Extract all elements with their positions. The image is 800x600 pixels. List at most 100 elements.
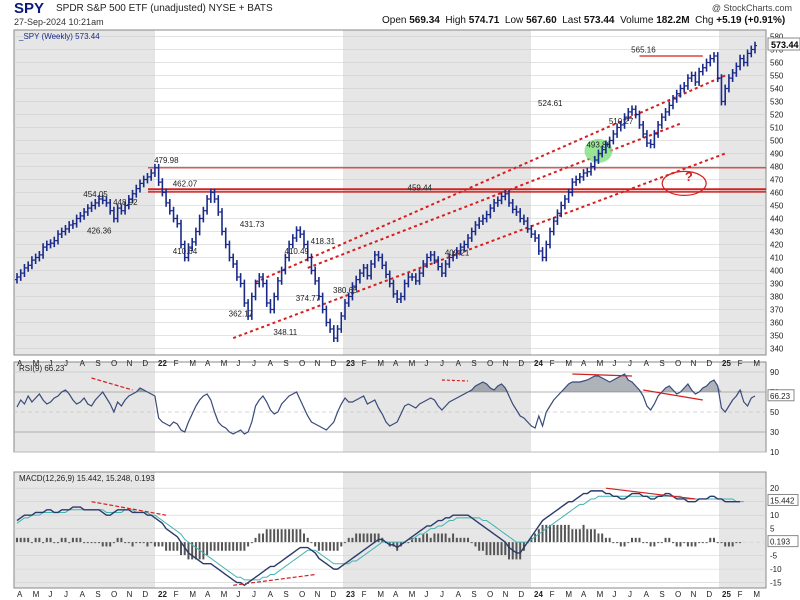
macd-histogram-bar xyxy=(440,533,443,543)
macd-histogram-bar xyxy=(485,542,488,556)
price-tick-label: 450 xyxy=(770,202,784,211)
price-bar xyxy=(734,62,739,77)
price-bar xyxy=(380,253,385,270)
price-bar xyxy=(74,214,79,228)
macd-histogram-bar xyxy=(42,542,45,544)
price-tick-label: 350 xyxy=(770,332,784,341)
price-annotation: 493.86 xyxy=(586,141,611,150)
macd-histogram-bar xyxy=(474,542,477,547)
price-bar xyxy=(343,299,347,320)
macd-histogram-bar xyxy=(396,542,399,551)
price-bar xyxy=(630,105,634,116)
macd-hist-label: 0.193 xyxy=(770,538,791,547)
month-label: 23 xyxy=(346,590,355,599)
macd-histogram-bar xyxy=(239,542,242,551)
last-price-label: 573.44 xyxy=(771,40,799,50)
price-bar xyxy=(111,206,116,223)
macd-histogram-bar xyxy=(556,524,559,543)
macd-histogram-bar xyxy=(701,542,704,544)
macd-histogram-bar xyxy=(209,542,212,551)
macd-histogram-bar xyxy=(332,542,335,551)
macd-histogram-bar xyxy=(597,533,600,543)
price-annotation: 524.61 xyxy=(538,99,563,108)
macd-histogram-bar xyxy=(623,542,626,547)
macd-histogram-bar xyxy=(217,542,220,551)
price-bar xyxy=(536,234,541,255)
month-label: J xyxy=(252,590,256,599)
macd-histogram-bar xyxy=(180,542,182,556)
month-label: 22 xyxy=(158,590,167,599)
month-label: M xyxy=(409,590,416,599)
price-bar xyxy=(507,189,511,207)
macd-histogram-bar xyxy=(30,542,33,544)
month-label: F xyxy=(550,590,555,599)
price-bar xyxy=(134,184,139,198)
price-annotation: 454.05 xyxy=(83,190,108,199)
open-value: 569.34 xyxy=(409,15,440,26)
price-bar xyxy=(477,217,482,229)
security-name: SPDR S&P 500 ETF (unadjusted) NYSE + BAT… xyxy=(56,3,273,14)
macd-histogram-bar xyxy=(612,542,615,544)
macd-histogram-bar xyxy=(455,537,458,543)
price-bar xyxy=(52,236,57,248)
volume-label: Volume xyxy=(620,15,654,26)
price-bar xyxy=(652,130,657,149)
macd-histogram-bar xyxy=(429,537,432,543)
price-bar xyxy=(108,199,113,215)
month-label: M xyxy=(33,590,40,599)
macd-histogram-bar xyxy=(325,542,328,551)
price-bar xyxy=(439,262,444,277)
price-bar xyxy=(220,208,224,236)
macd-histogram-bar xyxy=(314,542,317,547)
macd-histogram-bar xyxy=(727,542,730,547)
price-bar xyxy=(287,240,292,262)
price-bar xyxy=(644,130,649,147)
macd-histogram-bar xyxy=(358,533,361,543)
price-bar xyxy=(391,279,396,298)
macd-histogram-bar xyxy=(221,542,223,551)
price-bar xyxy=(432,251,437,264)
price-bar xyxy=(413,273,418,285)
macd-histogram-bar xyxy=(426,533,428,543)
macd-histogram-bar xyxy=(582,524,585,543)
month-label: M xyxy=(753,590,760,599)
month-label: F xyxy=(738,590,743,599)
price-bar xyxy=(615,123,620,138)
month-label: M xyxy=(597,359,604,368)
price-bar xyxy=(283,253,288,275)
macd-histogram-bar xyxy=(731,542,734,547)
chart-header: SPY SPDR S&P 500 ETF (unadjusted) NYSE +… xyxy=(0,0,800,30)
rsi-tick-label: 50 xyxy=(770,408,779,417)
macd-histogram-bar xyxy=(139,542,141,544)
price-bar xyxy=(749,45,754,58)
price-bar xyxy=(67,221,72,233)
month-label: J xyxy=(628,590,632,599)
month-label: N xyxy=(691,590,697,599)
price-bar xyxy=(361,264,366,277)
price-bar xyxy=(231,253,236,268)
month-label: A xyxy=(17,359,23,368)
price-bar xyxy=(715,52,720,82)
price-bar xyxy=(320,292,325,314)
price-bar xyxy=(294,226,299,242)
macd-histogram-bar xyxy=(716,542,719,544)
month-label: A xyxy=(205,590,211,599)
rsi-legend: RSI(9) 66.23 xyxy=(19,364,65,373)
macd-histogram-bar xyxy=(534,533,537,543)
price-bar xyxy=(78,212,83,223)
macd-tick-label: 20 xyxy=(770,484,779,493)
price-bar xyxy=(197,214,202,236)
price-bar xyxy=(589,162,593,176)
month-label: A xyxy=(268,359,274,368)
macd-histogram-bar xyxy=(686,542,689,547)
month-label: O xyxy=(299,359,305,368)
macd-histogram-bar xyxy=(418,537,421,543)
price-bar xyxy=(63,225,68,236)
month-label: M xyxy=(221,590,228,599)
month-label: M xyxy=(409,359,416,368)
macd-histogram-bar xyxy=(250,542,253,544)
macd-histogram-bar xyxy=(191,542,194,560)
macd-histogram-bar xyxy=(254,537,257,543)
macd-histogram-bar xyxy=(68,542,71,544)
